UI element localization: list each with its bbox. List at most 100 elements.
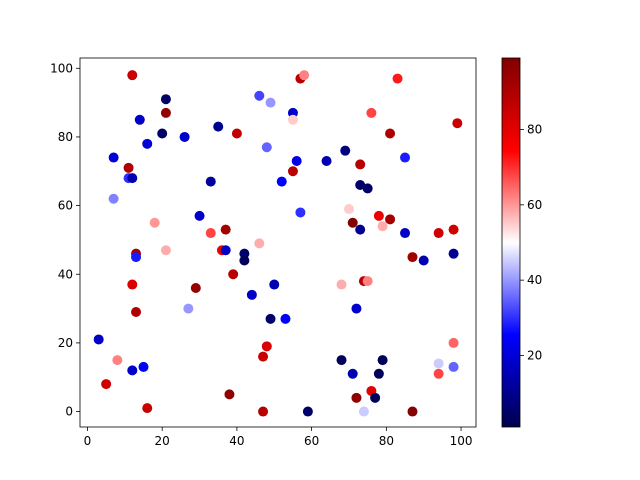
scatter-point xyxy=(276,176,287,187)
x-tick-label: 20 xyxy=(155,434,170,448)
scatter-point xyxy=(127,70,138,81)
scatter-point xyxy=(127,365,138,376)
colorbar-tick-label: 40 xyxy=(527,273,542,287)
scatter-point xyxy=(194,210,205,221)
colorbar-tick-label: 80 xyxy=(527,123,542,137)
scatter-point xyxy=(239,248,250,259)
scatter-point xyxy=(254,90,265,101)
colorbar xyxy=(501,57,521,428)
scatter-point xyxy=(213,121,224,132)
scatter-point xyxy=(160,94,171,105)
x-tick-label: 100 xyxy=(450,434,473,448)
scatter-point xyxy=(142,138,153,149)
scatter-point xyxy=(224,389,235,400)
scatter-point xyxy=(265,313,276,324)
scatter-point xyxy=(373,368,384,379)
scatter-point xyxy=(400,152,411,163)
scatter-point xyxy=(343,204,354,215)
scatter-point xyxy=(287,114,298,125)
scatter-point xyxy=(448,337,459,348)
y-tick-label: 60 xyxy=(58,199,73,213)
colorbar-tick-label: 60 xyxy=(527,198,542,212)
y-tick-label: 80 xyxy=(58,130,73,144)
scatter-point xyxy=(433,368,444,379)
colorbar-tick-label: 20 xyxy=(527,348,542,362)
scatter-point xyxy=(138,361,149,372)
y-axis: 0 20 40 60 80 100 xyxy=(50,61,80,419)
scatter-point xyxy=(108,152,119,163)
scatter-point xyxy=(112,355,123,366)
scatter-point xyxy=(362,276,373,287)
scatter-point xyxy=(448,224,459,235)
scatter-point xyxy=(261,142,272,153)
scatter-point xyxy=(183,303,194,314)
scatter-point xyxy=(385,128,396,139)
y-tick-label: 100 xyxy=(50,61,73,75)
scatter-point xyxy=(280,313,291,324)
scatter-point xyxy=(93,334,104,345)
scatter-point xyxy=(373,210,384,221)
scatter-point xyxy=(314,87,325,98)
scatter-point xyxy=(321,155,332,166)
scatter-point xyxy=(261,341,272,352)
scatter-point xyxy=(142,403,153,414)
scatter-point xyxy=(160,245,171,256)
scatter-point xyxy=(370,392,381,403)
scatter-point xyxy=(231,128,242,139)
scatter-point xyxy=(347,368,358,379)
scatter-point xyxy=(131,307,142,318)
scatter-point xyxy=(340,145,351,156)
scatter-point xyxy=(127,279,138,290)
scatter-point xyxy=(299,70,310,81)
scatter-point xyxy=(254,238,265,249)
colorbar-axis: 20 40 60 80 xyxy=(520,123,542,362)
scatter-point xyxy=(220,224,231,235)
scatter-point xyxy=(157,128,168,139)
x-tick-label: 0 xyxy=(84,434,92,448)
scatter-point xyxy=(190,282,201,293)
scatter-point xyxy=(205,228,216,239)
scatter-point xyxy=(160,107,171,118)
scatter-point xyxy=(123,162,134,173)
scatter-point xyxy=(400,228,411,239)
scatter-point xyxy=(418,255,429,266)
scatter-point xyxy=(295,207,306,218)
scatter-point xyxy=(287,166,298,177)
scatter-point xyxy=(108,193,119,204)
plot-frame xyxy=(79,57,477,428)
scatter-point xyxy=(355,180,366,191)
scatter-point xyxy=(336,279,347,290)
scatter-point xyxy=(355,224,366,235)
scatter-point xyxy=(131,252,142,263)
scatter-point xyxy=(448,361,459,372)
scatter-point xyxy=(377,221,388,232)
x-tick-label: 60 xyxy=(304,434,319,448)
scatter-point xyxy=(366,107,377,118)
scatter-point xyxy=(355,159,366,170)
x-axis: 0 20 40 60 80 100 xyxy=(84,427,473,448)
scatter-point xyxy=(127,173,138,184)
scatter-point xyxy=(351,303,362,314)
scatter-point xyxy=(362,183,373,194)
x-tick-label: 40 xyxy=(229,434,244,448)
scatter-point xyxy=(448,248,459,259)
y-tick-label: 0 xyxy=(65,405,73,419)
scatter-point xyxy=(385,214,396,225)
scatter-point xyxy=(347,217,358,228)
scatter-point xyxy=(258,406,269,417)
points-layer xyxy=(93,70,463,417)
scatter-point xyxy=(205,176,216,187)
scatter-point xyxy=(407,252,418,263)
scatter-point xyxy=(239,255,250,266)
plot-area xyxy=(80,58,476,427)
scatter-point xyxy=(269,279,280,290)
scatter-point xyxy=(302,406,313,417)
scatter-point xyxy=(101,379,112,390)
scatter-point xyxy=(246,289,257,300)
scatter-point xyxy=(179,131,190,142)
y-tick-label: 40 xyxy=(58,267,73,281)
scatter-point xyxy=(220,245,231,256)
scatter-point xyxy=(358,406,369,417)
scatter-point xyxy=(452,118,463,129)
